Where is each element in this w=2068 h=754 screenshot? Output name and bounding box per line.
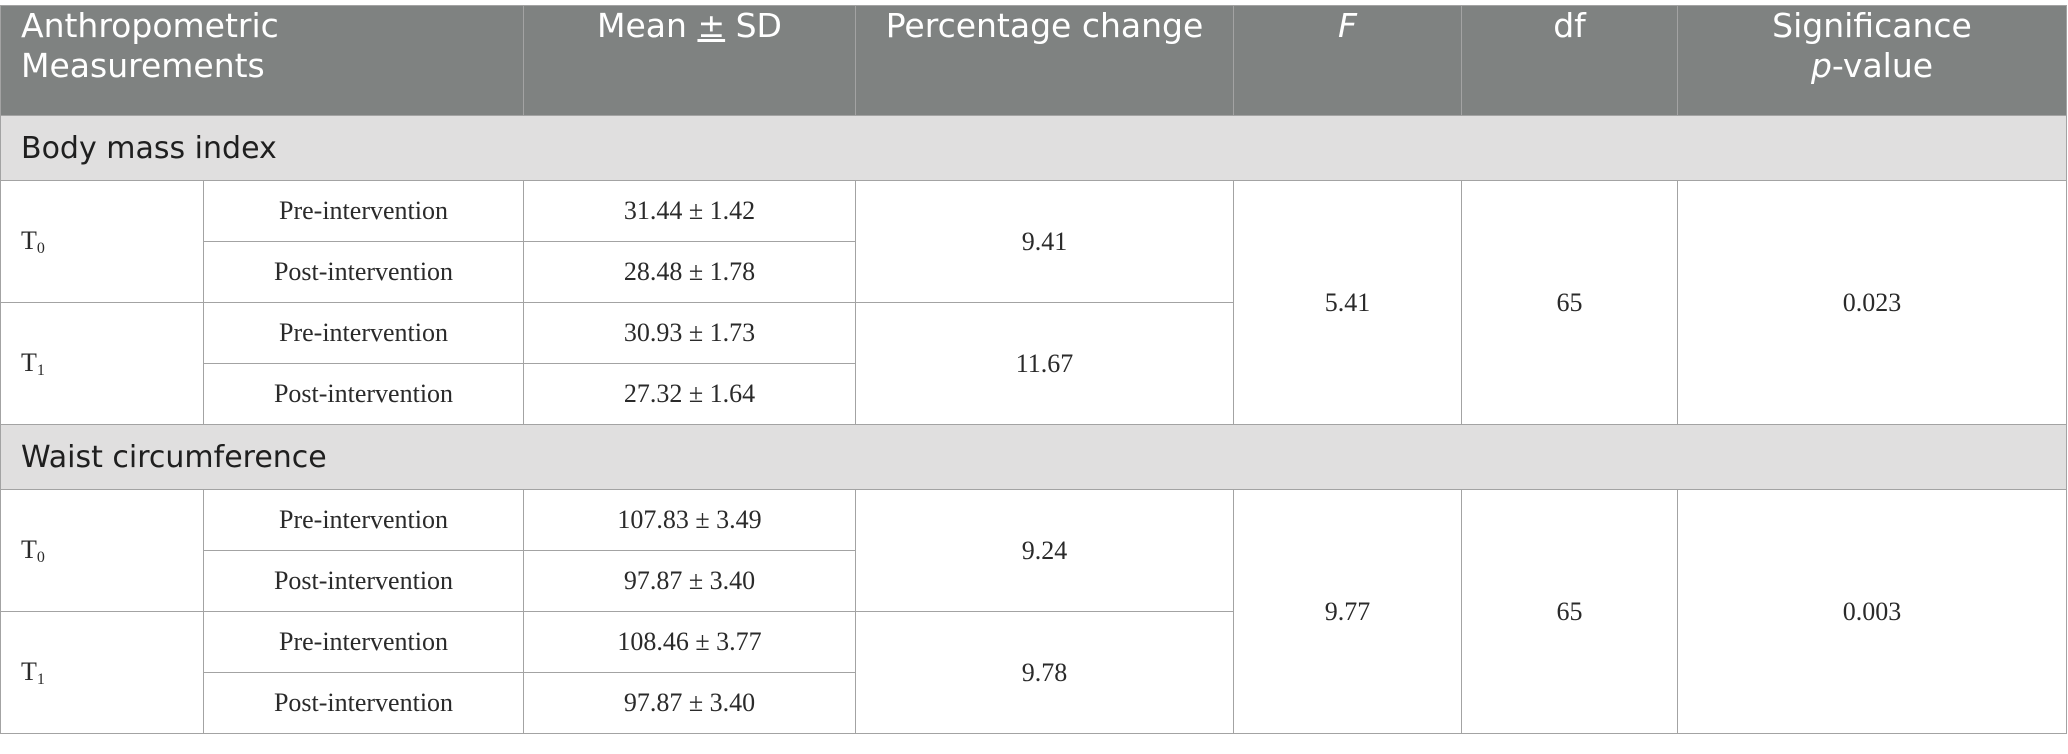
header-value: -value [1831,46,1934,85]
table-row: Post-intervention 97.87 ± 3.40 [1,672,2067,734]
header-significance: Significance p-value [1677,5,2067,116]
time-point-letter: T [21,225,37,255]
time-point-label: T1 [0,611,204,734]
percentage-change-cell: 9.78 [855,611,1234,734]
header-significance-line1: Significance [1772,6,1972,45]
p-value-cell: 0.023 [1677,180,2067,425]
mean-sd-cell: 107.83 ± 3.49 [523,489,856,551]
section-title: Waist circumference [0,424,2067,490]
mean-sd-cell: 97.87 ± 3.40 [523,672,856,734]
table-row: T1 Pre-intervention 30.93 ± 1.73 11.67 [0,302,2067,425]
time-point-letter: T [21,347,37,377]
phase-cell: Pre-intervention [203,180,524,242]
percentage-change-cell: 11.67 [855,302,1234,425]
time-point-index: 1 [36,361,45,379]
phase-cell: Post-intervention [203,241,524,303]
df-value-cell: 65 [1461,180,1678,425]
table-row: Post-intervention 28.48 ± 1.78 [1,241,2067,303]
mean-sd-cell: 108.46 ± 3.77 [523,611,856,673]
header-row: Anthropometric Measurements Mean ± SD Per… [0,5,2067,116]
time-point-label: T0 [0,180,204,303]
phase-cell: Pre-intervention [203,489,524,551]
header-df: df [1461,5,1678,116]
f-value-cell: 5.41 [1233,180,1462,425]
mean-sd-cell: 97.87 ± 3.40 [523,550,856,612]
mean-sd-cell: 28.48 ± 1.78 [523,241,856,303]
time-point-index: 0 [36,548,45,566]
table-row: Post-intervention 97.87 ± 3.40 [1,550,2067,612]
table-row: Post-intervention 27.32 ± 1.64 [1,363,2067,425]
table-row: T1 Pre-intervention 108.46 ± 3.77 9.78 [0,611,2067,734]
time-point-letter: T [21,656,37,686]
header-percentage-change: Percentage change [855,5,1234,116]
f-value-cell: 9.77 [1233,489,1462,734]
df-value-cell: 65 [1461,489,1678,734]
header-p: p [1810,46,1832,85]
time-point-label: T0 [0,489,204,612]
phase-cell: Post-intervention [203,363,524,425]
mean-sd-cell: 31.44 ± 1.42 [523,180,856,242]
time-point-label: T1 [0,302,204,425]
table-body: Body mass index T0 Pre-intervention 31.44 ±… [0,115,2067,734]
header-mean-sd: Mean ± SD [523,5,856,116]
header-mean: Mean [597,6,687,45]
mean-sd-cell: 27.32 ± 1.64 [523,363,856,425]
time-point-index: 0 [36,239,45,257]
phase-cell: Pre-intervention [203,611,524,673]
table-row: T0 Pre-intervention 31.44 ± 1.42 9.41 5.41 65… [0,180,2067,425]
header-pm: ± [697,6,726,45]
table-row: T0 Pre-intervention 107.83 ± 3.49 9.24 9.77 6… [0,489,2067,734]
phase-cell: Post-intervention [203,672,524,734]
section-title: Body mass index [0,115,2067,181]
header-col1-line2: Measurements [21,46,265,85]
p-value-cell: 0.003 [1677,489,2067,734]
section-row: Body mass index [0,115,2067,181]
time-point-index: 1 [36,670,45,688]
time-point-letter: T [21,534,37,564]
phase-cell: Pre-intervention [203,302,524,364]
header-col1-line1: Anthropometric [21,6,279,45]
percentage-change-cell: 9.41 [855,180,1234,303]
header-f: F [1233,5,1462,116]
header-sd: SD [735,6,782,45]
header-anthropometric-measurements: Anthropometric Measurements [0,5,524,116]
section-row: Waist circumference [0,424,2067,490]
phase-cell: Post-intervention [203,550,524,612]
percentage-change-cell: 9.24 [855,489,1234,612]
mean-sd-cell: 30.93 ± 1.73 [523,302,856,364]
anthropometric-table: Anthropometric Measurements Mean ± SD Per… [0,5,2067,734]
